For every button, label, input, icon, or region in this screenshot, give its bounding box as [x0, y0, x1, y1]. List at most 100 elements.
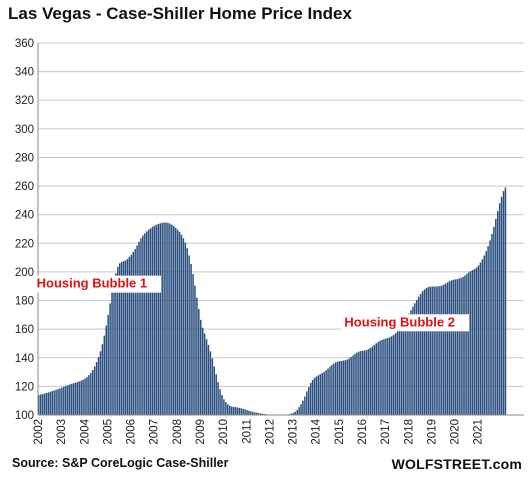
- bar: [159, 223, 161, 415]
- axes: [37, 43, 524, 416]
- bar: [340, 360, 343, 415]
- bar: [95, 362, 98, 415]
- bar: [425, 287, 428, 415]
- x-tick-label: 2012: [264, 419, 276, 445]
- bar: [489, 240, 491, 415]
- x-tick-label: 2008: [172, 419, 184, 445]
- x-tick-label: 2003: [56, 419, 68, 445]
- bar: [201, 327, 204, 415]
- bar: [215, 374, 217, 415]
- bar: [431, 286, 433, 415]
- bar: [219, 389, 221, 415]
- bar: [390, 336, 393, 415]
- bar: [304, 396, 306, 415]
- x-tick-label: 2004: [79, 418, 91, 444]
- bar: [203, 333, 206, 415]
- bar: [323, 371, 325, 415]
- bar: [470, 271, 472, 415]
- bar: [200, 319, 202, 415]
- x-tick-label: 2007: [149, 419, 161, 445]
- bar: [443, 284, 445, 415]
- x-tick-label: 2011: [241, 419, 253, 444]
- bar: [421, 291, 424, 415]
- x-tick-label: 2016: [357, 419, 369, 445]
- bar: [161, 222, 163, 415]
- bar: [479, 262, 482, 415]
- x-tick-label: 2013: [288, 419, 300, 445]
- bar: [412, 306, 414, 415]
- bar: [348, 358, 350, 415]
- bar: [296, 409, 298, 415]
- bar: [225, 402, 227, 415]
- y-tick-label: 360: [15, 38, 34, 50]
- bar: [196, 297, 198, 415]
- bar: [383, 339, 385, 415]
- bar: [176, 229, 179, 415]
- bar: [464, 275, 466, 415]
- bar: [396, 331, 399, 415]
- bar: [381, 339, 383, 415]
- bar: [70, 383, 73, 415]
- bar: [53, 390, 55, 415]
- bar: [84, 378, 86, 415]
- bar: [140, 238, 142, 415]
- bar: [257, 413, 260, 415]
- bar: [379, 340, 381, 415]
- bar: [59, 388, 61, 415]
- bar: [99, 351, 102, 415]
- bar: [493, 226, 495, 415]
- bar: [302, 400, 304, 415]
- y-tick-label: 160: [15, 324, 34, 336]
- bar: [93, 366, 96, 415]
- bar: [363, 350, 366, 415]
- bar: [313, 377, 316, 415]
- bar: [184, 242, 187, 415]
- bar: [38, 394, 40, 415]
- bar: [417, 296, 420, 415]
- bar: [246, 409, 248, 415]
- bar: [462, 276, 464, 415]
- bar: [163, 222, 165, 415]
- bar: [419, 293, 422, 415]
- bar: [248, 410, 250, 415]
- annotation-label: Housing Bubble 1: [37, 276, 148, 291]
- bar: [487, 246, 489, 415]
- bar: [120, 261, 123, 415]
- bar: [72, 383, 75, 415]
- bar: [217, 382, 219, 415]
- bar: [261, 413, 264, 415]
- bar: [410, 310, 412, 415]
- bar: [448, 281, 451, 415]
- bar: [149, 228, 152, 415]
- bar: [497, 211, 499, 415]
- bar: [90, 372, 92, 415]
- bar: [369, 347, 372, 415]
- bar: [452, 279, 455, 415]
- bar: [373, 344, 376, 415]
- bar: [134, 249, 136, 415]
- bar: [491, 234, 493, 415]
- bar: [66, 385, 69, 415]
- bar: [244, 409, 246, 415]
- y-tick-label: 100: [15, 410, 34, 422]
- x-tick-label: 2020: [450, 419, 462, 445]
- bar: [174, 227, 177, 415]
- bar: [387, 338, 389, 415]
- x-tick-label: 2010: [218, 419, 230, 445]
- bar: [68, 384, 71, 415]
- bar: [65, 385, 67, 415]
- bar: [416, 299, 418, 415]
- y-tick-label: 120: [15, 381, 34, 393]
- bar: [392, 334, 395, 415]
- bar: [477, 265, 480, 415]
- bar: [105, 325, 107, 415]
- bar: [122, 261, 125, 415]
- bar: [254, 412, 256, 415]
- bar: [367, 349, 370, 415]
- bar: [342, 360, 345, 415]
- bar: [213, 366, 215, 415]
- bar: [481, 259, 484, 415]
- bar: [406, 316, 408, 415]
- bar: [165, 222, 167, 415]
- bar-series: [38, 187, 507, 415]
